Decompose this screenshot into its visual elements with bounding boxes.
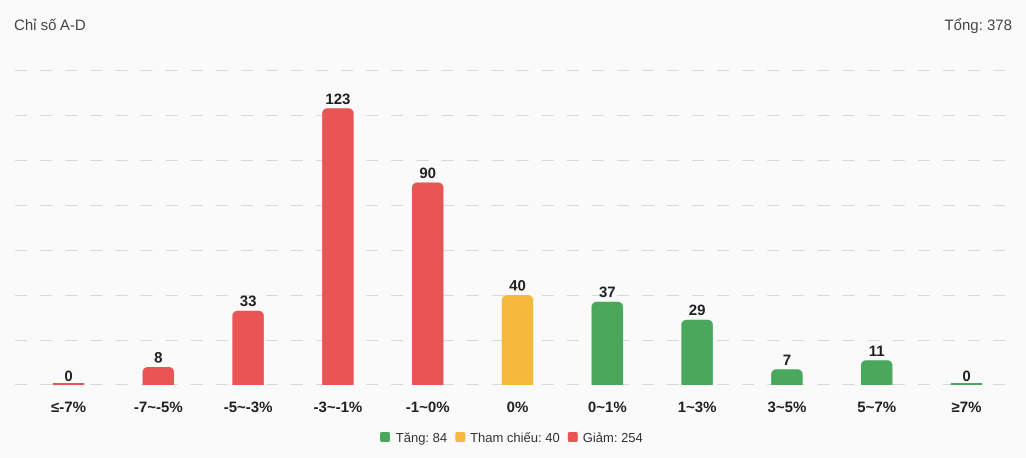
svg-text:7: 7 xyxy=(783,352,791,369)
svg-text:-7~-5%: -7~-5% xyxy=(134,399,183,416)
svg-text:123: 123 xyxy=(325,91,350,108)
svg-text:0~1%: 0~1% xyxy=(588,399,627,416)
svg-text:33: 33 xyxy=(240,293,257,310)
svg-text:≤-7%: ≤-7% xyxy=(51,399,86,416)
svg-text:40: 40 xyxy=(509,278,526,295)
svg-text:3~5%: 3~5% xyxy=(768,399,807,416)
svg-text:11: 11 xyxy=(869,343,885,360)
svg-text:≥7%: ≥7% xyxy=(952,399,982,416)
svg-text:Tham chiếu: 40: Tham chiếu: 40 xyxy=(470,430,560,445)
svg-text:Tăng: 84: Tăng: 84 xyxy=(396,430,447,445)
svg-text:0%: 0% xyxy=(507,399,529,416)
svg-text:-3~-1%: -3~-1% xyxy=(314,399,363,416)
svg-text:Chỉ số A-D: Chỉ số A-D xyxy=(14,17,86,34)
svg-text:0: 0 xyxy=(64,368,72,385)
svg-text:5~7%: 5~7% xyxy=(857,399,896,416)
svg-text:Tổng: 378: Tổng: 378 xyxy=(944,17,1012,34)
svg-text:Giảm: 254: Giảm: 254 xyxy=(583,430,643,445)
svg-text:37: 37 xyxy=(599,284,616,301)
svg-text:90: 90 xyxy=(419,165,436,182)
svg-text:-1~0%: -1~0% xyxy=(406,399,450,416)
svg-text:-5~-3%: -5~-3% xyxy=(224,399,273,416)
svg-text:0: 0 xyxy=(962,368,970,385)
svg-text:29: 29 xyxy=(689,302,706,319)
svg-text:8: 8 xyxy=(154,350,162,367)
svg-text:1~3%: 1~3% xyxy=(678,399,717,416)
